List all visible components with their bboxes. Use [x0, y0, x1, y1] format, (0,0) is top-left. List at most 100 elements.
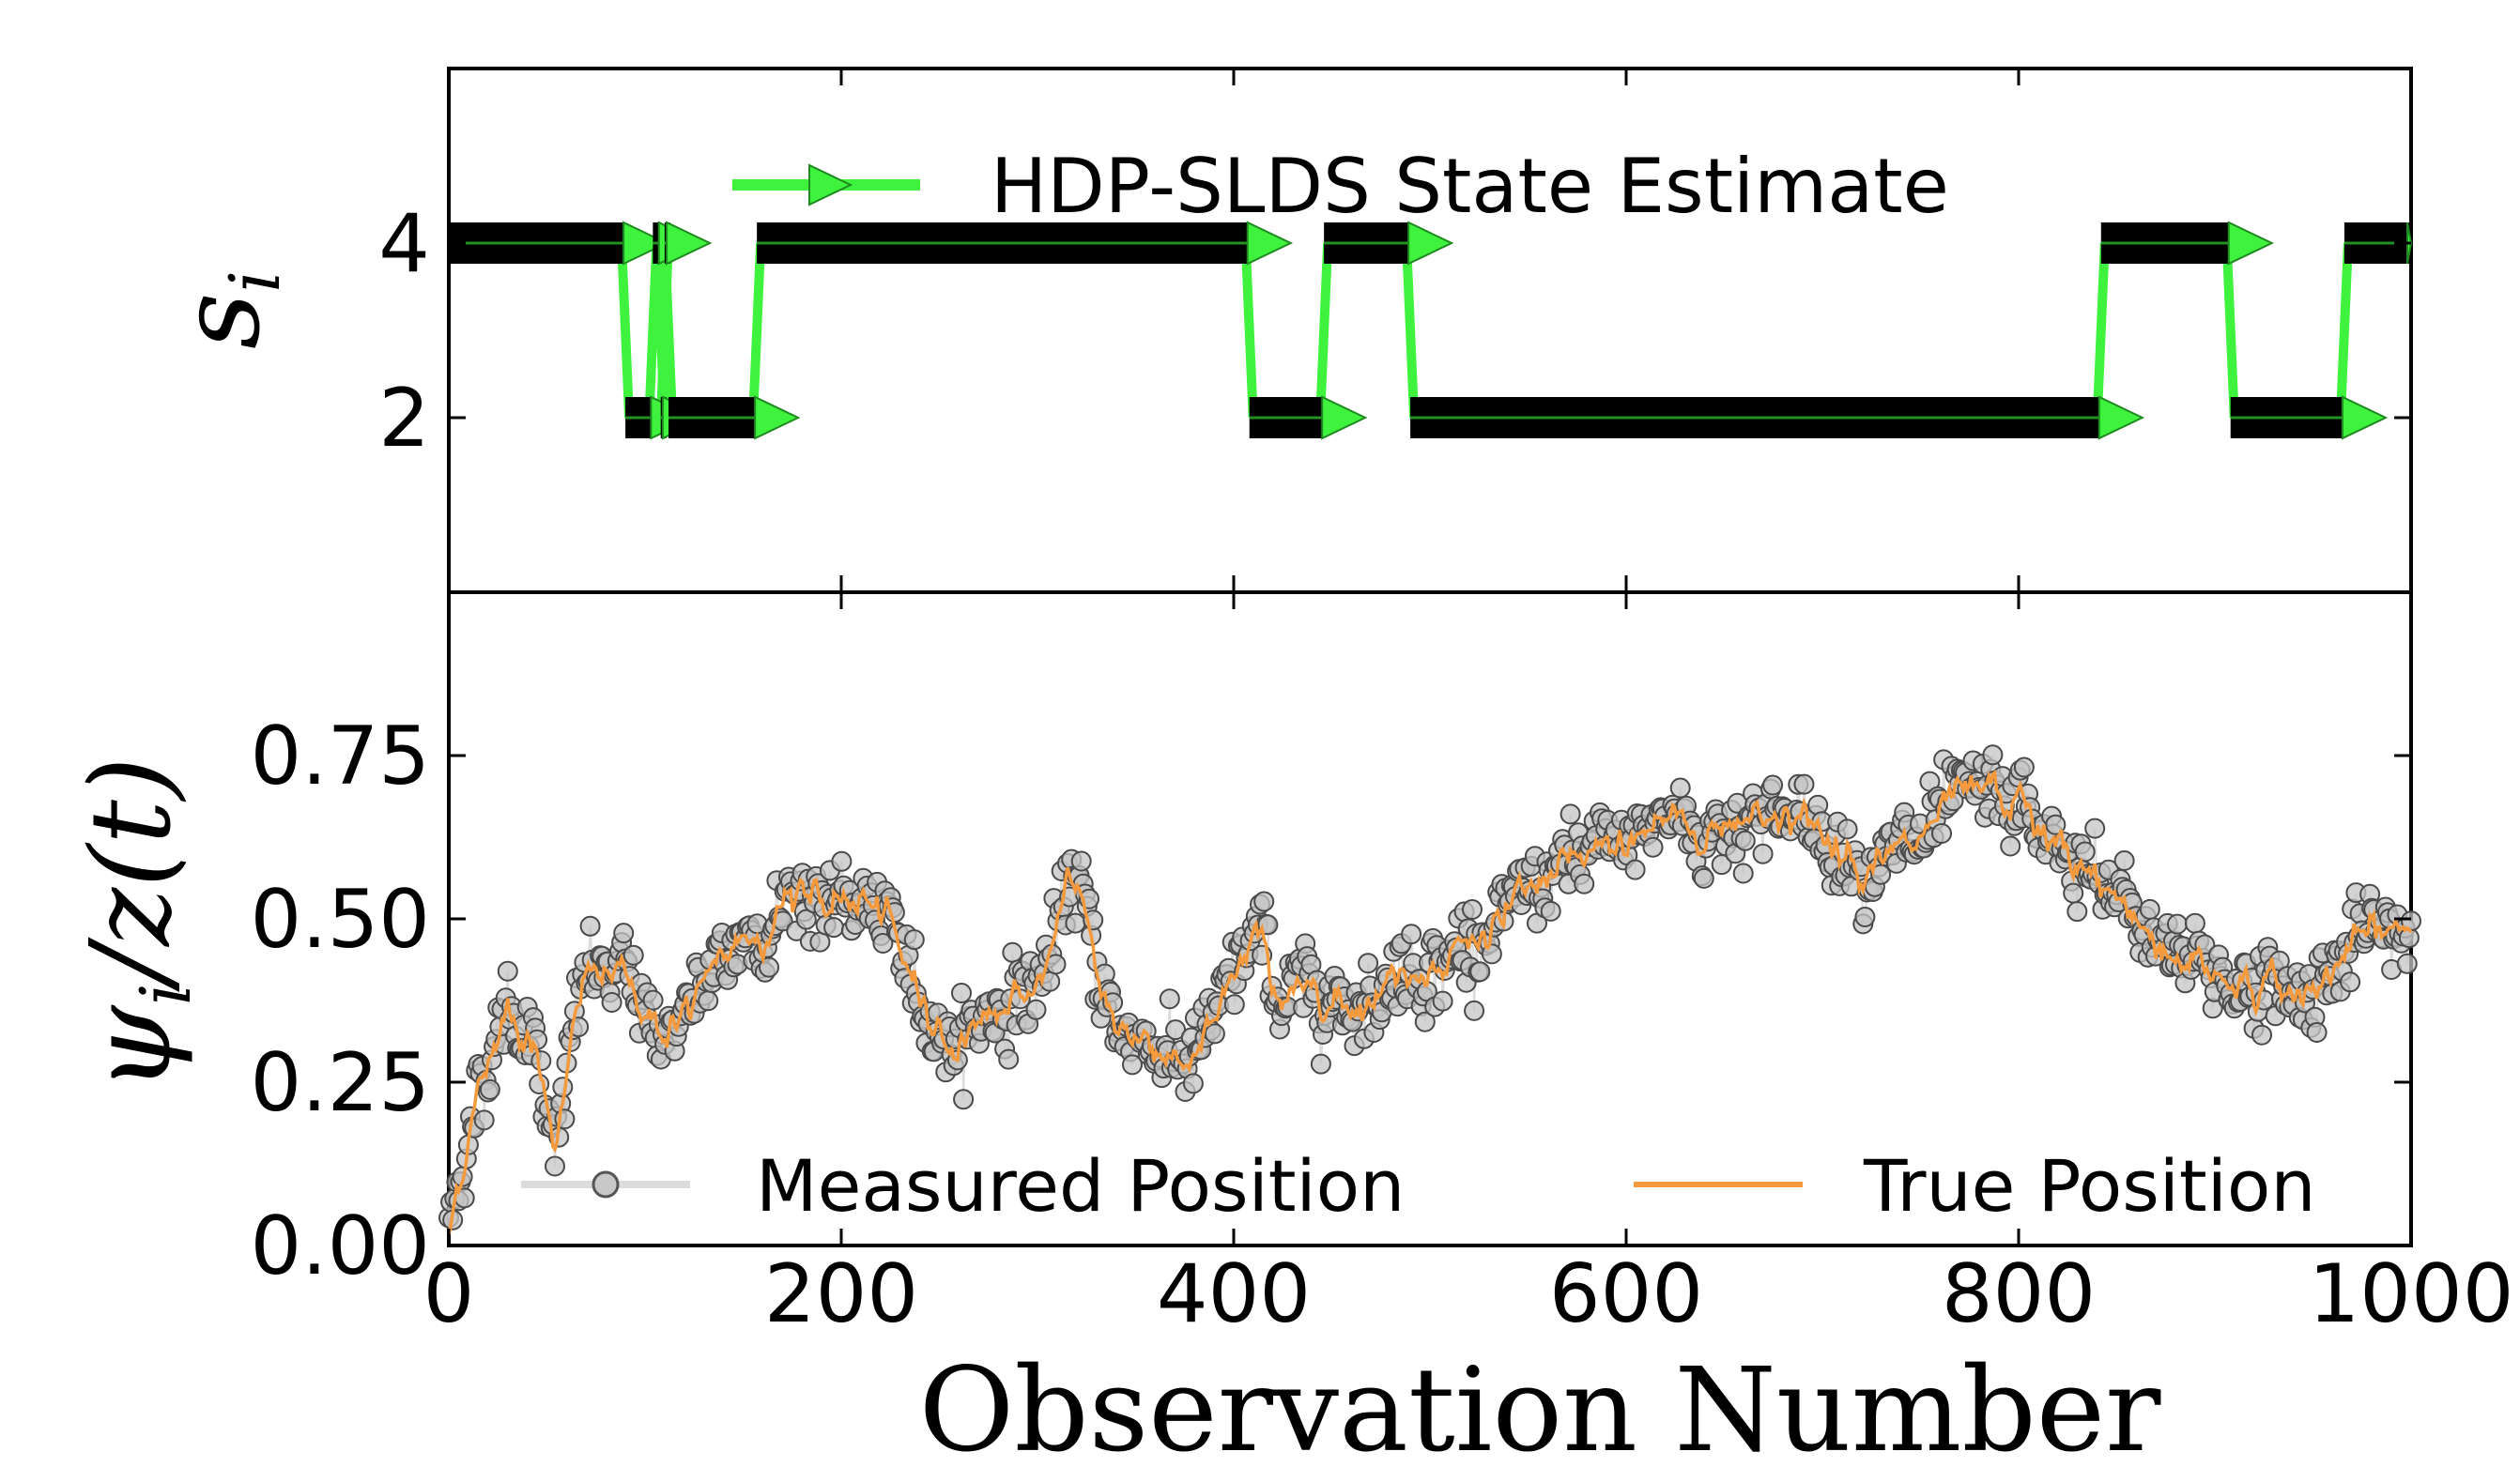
measured-position-point	[1734, 830, 1756, 851]
measured-position-point	[1204, 1023, 1225, 1045]
measured-position-point	[1223, 994, 1245, 1016]
position-xtick-label: 600	[1549, 1247, 1703, 1341]
state-legend-marker	[808, 163, 853, 206]
position-xtick-label: 400	[1157, 1247, 1311, 1341]
position-xtick-label: 0	[423, 1247, 475, 1341]
state-axis-ticks: 24	[378, 69, 2413, 592]
measured-position-point	[552, 1077, 574, 1098]
measured-position-point	[2000, 835, 2021, 857]
position-xtick-label: 800	[1942, 1247, 2096, 1341]
state-ytick-label: 4	[378, 197, 430, 291]
position-y-label-rest: /z(t)	[66, 756, 195, 992]
measured-position-point	[1669, 777, 1691, 799]
true-legend: True Position	[1634, 1144, 2316, 1228]
measured-position-point	[1854, 907, 1876, 927]
position-ytick-label: 0.00	[251, 1200, 430, 1293]
measured-position-point	[1752, 843, 1774, 864]
measured-position-point	[1462, 899, 1483, 920]
measured-position-point	[473, 1109, 495, 1131]
measured-position-point	[1122, 1054, 1143, 1076]
measured-position-point	[1310, 1053, 1331, 1075]
measured-position-point	[579, 915, 601, 937]
measured-position-point	[953, 1089, 975, 1110]
state-estimate-series	[449, 221, 2413, 440]
state-transition	[1402, 242, 1420, 419]
state-y-label-sub: i	[215, 270, 296, 293]
measured-position-point	[1642, 836, 1664, 858]
state-marker	[2227, 221, 2275, 266]
x-axis-label: Observation Number	[919, 1343, 2161, 1467]
state-marker	[2341, 395, 2389, 440]
position-y-label-sub: i	[126, 984, 207, 1006]
measured-position-point	[1732, 863, 1754, 884]
measured-position-point	[1464, 1000, 1485, 1021]
measured-position-point	[1414, 1011, 1436, 1032]
measured-position-point	[823, 917, 845, 939]
measured-position-point	[1931, 823, 1952, 844]
measured-position-point	[831, 850, 853, 872]
measured-position-point	[1870, 863, 1892, 885]
measured-position-point	[2013, 756, 2035, 778]
state-y-label-main: s	[155, 293, 284, 350]
state-marker	[754, 395, 801, 440]
position-ytick-label: 0.50	[251, 873, 430, 967]
position-xtick-label: 200	[764, 1247, 918, 1341]
state-marker	[1246, 221, 1294, 266]
svg-text:si: si	[155, 270, 296, 349]
position-ytick-label: 0.25	[251, 1036, 430, 1130]
measured-position-point	[1982, 744, 2004, 766]
measured-legend-label: Measured Position	[756, 1144, 1405, 1228]
measured-position-point	[1574, 873, 1595, 894]
state-legend: HDP-SLDS State Estimate	[732, 143, 1949, 230]
measured-position-point	[1469, 961, 1491, 983]
position-y-label-main: ψ	[66, 1004, 195, 1093]
state-transition	[1240, 242, 1258, 419]
measured-position-point	[698, 990, 719, 1012]
measured-position-point	[1159, 988, 1180, 1010]
measured-position-point	[479, 1078, 500, 1100]
state-y-label: si	[155, 270, 296, 349]
position-ytick-label: 0.75	[251, 710, 430, 803]
measured-position-point	[1065, 912, 1086, 934]
measured-position-point	[1762, 774, 1784, 796]
measured-position-point	[1025, 999, 1047, 1020]
state-marker	[666, 221, 713, 266]
measured-position-point	[613, 923, 635, 944]
measured-position-point	[1182, 1073, 1204, 1094]
position-xtick-label: 1000	[2309, 1247, 2514, 1341]
measured-position-point	[998, 1048, 1020, 1070]
measured-position-point	[2306, 1022, 2328, 1043]
measured-position-point	[1540, 900, 1561, 922]
measured-position-point	[601, 992, 622, 1013]
position-panel: 0.00 0.25 0.50 0.75 0 200 400 600 800 1000 Measur…	[66, 590, 2514, 1467]
measured-position-point	[1624, 859, 1646, 880]
measured-position-point	[795, 909, 817, 930]
measured-position-point	[872, 933, 894, 954]
measured-position-point	[2084, 818, 2106, 839]
measured-position-point	[1560, 803, 1581, 825]
state-transition	[660, 242, 678, 419]
state-transition	[2221, 242, 2239, 419]
state-ytick-label: 2	[378, 372, 430, 466]
measured-position-point	[545, 1155, 565, 1177]
measured-position-point	[2063, 882, 2084, 904]
measured-position-point	[1253, 891, 1275, 912]
state-transition	[748, 242, 766, 419]
state-marker	[1321, 395, 1368, 440]
true-position-line	[447, 769, 2413, 1235]
measured-position-point	[2139, 898, 2160, 920]
svg-text:ψi/z(t): ψi/z(t)	[66, 756, 207, 1093]
measured-position-point	[2074, 841, 2096, 863]
measured-position-point	[1358, 953, 1379, 974]
measured-position-point	[1432, 990, 1453, 1012]
state-marker	[1407, 221, 1454, 266]
measured-position-point	[622, 944, 644, 966]
state-legend-label: HDP-SLDS State Estimate	[991, 143, 1949, 230]
measured-legend: Measured Position	[521, 1144, 1405, 1228]
measured-position-point	[903, 929, 925, 951]
state-transition	[617, 242, 635, 419]
measured-position-point	[1401, 924, 1422, 945]
measured-position-point	[951, 983, 972, 1003]
measured-position-point	[2167, 913, 2188, 935]
measured-position-point	[2184, 912, 2205, 934]
